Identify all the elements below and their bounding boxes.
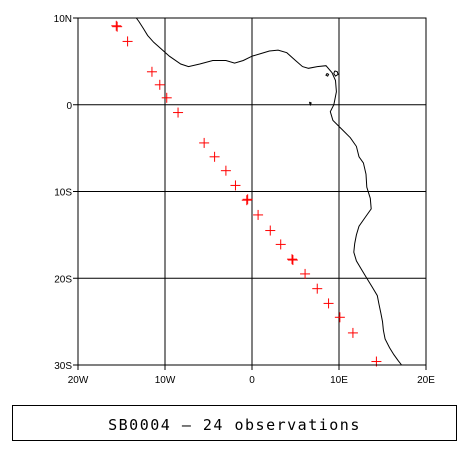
observation-marker <box>199 137 210 148</box>
y-tick-label: 30S <box>54 361 72 372</box>
observation-marker <box>275 239 286 250</box>
observation-marker <box>209 151 220 162</box>
y-tick-label: 20S <box>54 274 72 285</box>
coastline <box>135 17 402 366</box>
x-tick-label: 20E <box>417 375 435 386</box>
observation-marker <box>334 312 345 323</box>
x-tick-label: 20W <box>68 375 89 386</box>
observation-marker <box>242 194 253 205</box>
observation-marker <box>111 20 122 31</box>
observation-map: 20W 10W 0 10E 20E 10N 0 10S 20S 30S <box>54 14 436 386</box>
observation-marker <box>287 254 298 265</box>
caption-text: SB0004 – 24 observations <box>108 416 361 434</box>
x-tick-label: 10W <box>155 375 176 386</box>
y-tick-label: 10S <box>54 188 72 199</box>
observation-marker <box>287 255 298 266</box>
observation-marker <box>312 283 323 294</box>
observation-marker <box>347 327 358 338</box>
observation-markers <box>111 20 382 367</box>
africa-coastline <box>135 17 402 366</box>
observation-marker <box>300 268 311 279</box>
observation-marker <box>112 21 123 32</box>
y-tick-label: 0 <box>66 101 72 112</box>
observation-marker <box>220 165 231 176</box>
island-outline <box>325 73 330 77</box>
observation-marker <box>253 209 264 220</box>
grid-lines <box>78 18 426 365</box>
observation-marker <box>173 107 184 118</box>
observation-marker <box>265 225 276 236</box>
observation-marker <box>154 79 165 90</box>
y-tick-label: 10N <box>54 14 72 25</box>
observation-marker <box>122 36 133 47</box>
observation-marker <box>230 180 241 191</box>
island-outline <box>333 70 339 77</box>
x-tick-label: 0 <box>249 375 255 386</box>
axis-ticks: 20W 10W 0 10E 20E 10N 0 10S 20S 30S <box>54 14 436 386</box>
observation-marker <box>323 298 334 309</box>
observation-marker <box>161 92 172 103</box>
observation-marker <box>241 195 252 206</box>
x-tick-label: 10E <box>330 375 348 386</box>
island-outline <box>308 101 312 107</box>
caption-box: SB0004 – 24 observations <box>12 405 457 441</box>
observation-marker <box>146 66 157 77</box>
